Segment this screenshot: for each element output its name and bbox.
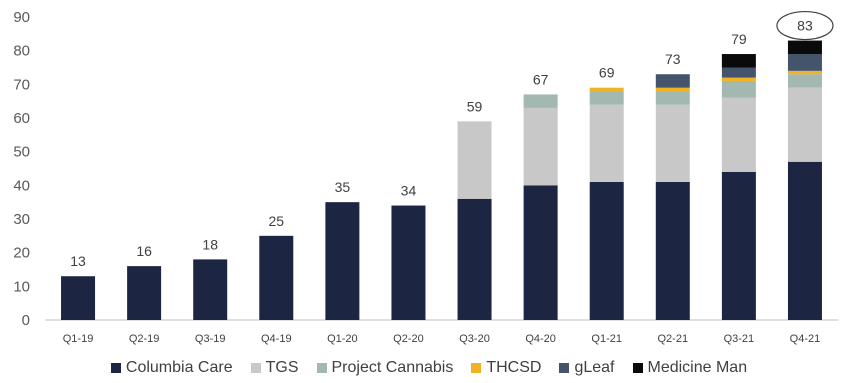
legend-label: TGS (265, 359, 299, 376)
x-tick-label: Q4-19 (261, 333, 292, 345)
bar-segment-tgs (589, 104, 624, 182)
bar-segment-columbia-care (457, 198, 492, 320)
bar-segment-columbia-care (259, 235, 294, 320)
x-tick-label: Q4-20 (525, 333, 556, 345)
legend-item: Columbia Care (110, 359, 233, 377)
bar-segment-gleaf (787, 54, 822, 71)
y-tick-label: 80 (13, 43, 30, 60)
bar-segment-columbia-care (787, 161, 822, 320)
y-tick-label: 40 (13, 177, 30, 194)
legend-label: Project Cannabis (331, 359, 454, 376)
x-tick-label: Q3-19 (195, 333, 226, 345)
x-tick-label: Q4-21 (790, 333, 821, 345)
bar-segment-columbia-care (589, 181, 624, 320)
bar-segment-project-cannabis (721, 80, 756, 98)
legend-item: THCSD (471, 359, 541, 377)
bar-segment-thcsd (655, 87, 690, 92)
bar-segment-thcsd (721, 77, 756, 81)
total-label: 67 (533, 71, 549, 87)
x-tick-label: Q3-21 (724, 333, 755, 345)
x-tick-label: Q1-19 (63, 333, 94, 345)
bar-segment-columbia-care (325, 202, 360, 320)
bar-segment-project-cannabis (589, 91, 624, 105)
stacked-bar-chart: 0 10 20 30 40 50 60 70 80 90 13 16 18 25 35 34 59 67 69 73… (13, 9, 838, 345)
total-label: 18 (202, 236, 218, 252)
total-label: 25 (269, 213, 285, 229)
legend-swatch (471, 363, 482, 373)
bar-segment-columbia-care (523, 185, 558, 320)
x-tick-label: Q1-21 (591, 333, 622, 345)
total-label: 13 (70, 253, 86, 269)
total-label: 59 (467, 98, 483, 114)
y-tick-label: 0 (22, 312, 30, 329)
y-tick-label: 30 (13, 211, 30, 228)
x-tick-label: Q2-21 (658, 333, 689, 345)
total-label: 16 (136, 243, 152, 259)
total-label: 69 (599, 65, 615, 81)
y-tick-label: 60 (13, 110, 30, 127)
total-label: 73 (665, 51, 681, 67)
legend-label: Medicine Man (647, 359, 748, 376)
total-label: 34 (401, 183, 417, 199)
bar-segment-thcsd (787, 70, 822, 75)
bar-segment-medicine-man (787, 40, 822, 55)
y-tick-label: 90 (13, 9, 30, 26)
bar-segment-project-cannabis (523, 94, 558, 108)
y-tick-label: 10 (13, 278, 30, 295)
total-labels: 13 16 18 25 35 34 59 67 69 73 79 83 (70, 18, 813, 270)
y-tick-label: 50 (13, 144, 30, 161)
legend-swatch (110, 363, 121, 373)
bar-segment-columbia-care (127, 266, 162, 320)
x-tick-label: Q3-20 (459, 333, 490, 345)
legend-swatch (559, 363, 570, 373)
bar-segment-columbia-care (61, 276, 96, 320)
legend: Columbia Care TGS Project Cannabis THCSD gLe… (0, 355, 858, 381)
legend-item: TGS (250, 359, 299, 377)
bar-segment-project-cannabis (787, 74, 822, 88)
bar-segment-tgs (787, 87, 822, 162)
x-axis-labels: Q1-19 Q2-19 Q3-19 Q4-19 Q1-20 Q2-20 Q3-20 Q4-20… (63, 333, 820, 345)
legend-label: THCSD (486, 359, 542, 376)
bar-segment-tgs (721, 97, 756, 172)
bar-segment-columbia-care (721, 171, 756, 320)
bar-segment-tgs (523, 107, 558, 186)
bar-segment-columbia-care (193, 259, 228, 320)
legend-item: Medicine Man (632, 359, 748, 377)
legend-swatch (632, 363, 643, 373)
bar-segment-project-cannabis (655, 91, 690, 105)
x-tick-label: Q2-19 (129, 333, 160, 345)
bar-segment-gleaf (655, 74, 690, 88)
bar-segment-medicine-man (721, 54, 756, 68)
total-label: 83 (797, 18, 813, 34)
y-axis-ticks: 0 10 20 30 40 50 60 70 80 90 (13, 9, 30, 329)
x-tick-label: Q1-20 (327, 333, 358, 345)
bars (61, 40, 822, 320)
bar-segment-columbia-care (655, 181, 690, 320)
legend-swatch (316, 363, 327, 373)
highlight-ellipse (776, 10, 834, 41)
y-tick-label: 20 (13, 245, 30, 262)
total-label: 79 (731, 31, 747, 47)
bar-segment-columbia-care (391, 205, 426, 320)
y-tick-label: 70 (13, 76, 30, 93)
total-label: 35 (335, 179, 351, 195)
legend-label: gLeaf (574, 359, 615, 376)
bar-segment-tgs (457, 121, 492, 199)
x-tick-label: Q2-20 (393, 333, 424, 345)
legend-label: Columbia Care (125, 359, 233, 376)
bar-segment-gleaf (721, 67, 756, 78)
bar-segment-thcsd (589, 87, 624, 92)
legend-swatch (250, 363, 261, 373)
bar-segment-tgs (655, 104, 690, 182)
legend-item: gLeaf (559, 359, 615, 377)
legend-item: Project Cannabis (316, 359, 454, 377)
